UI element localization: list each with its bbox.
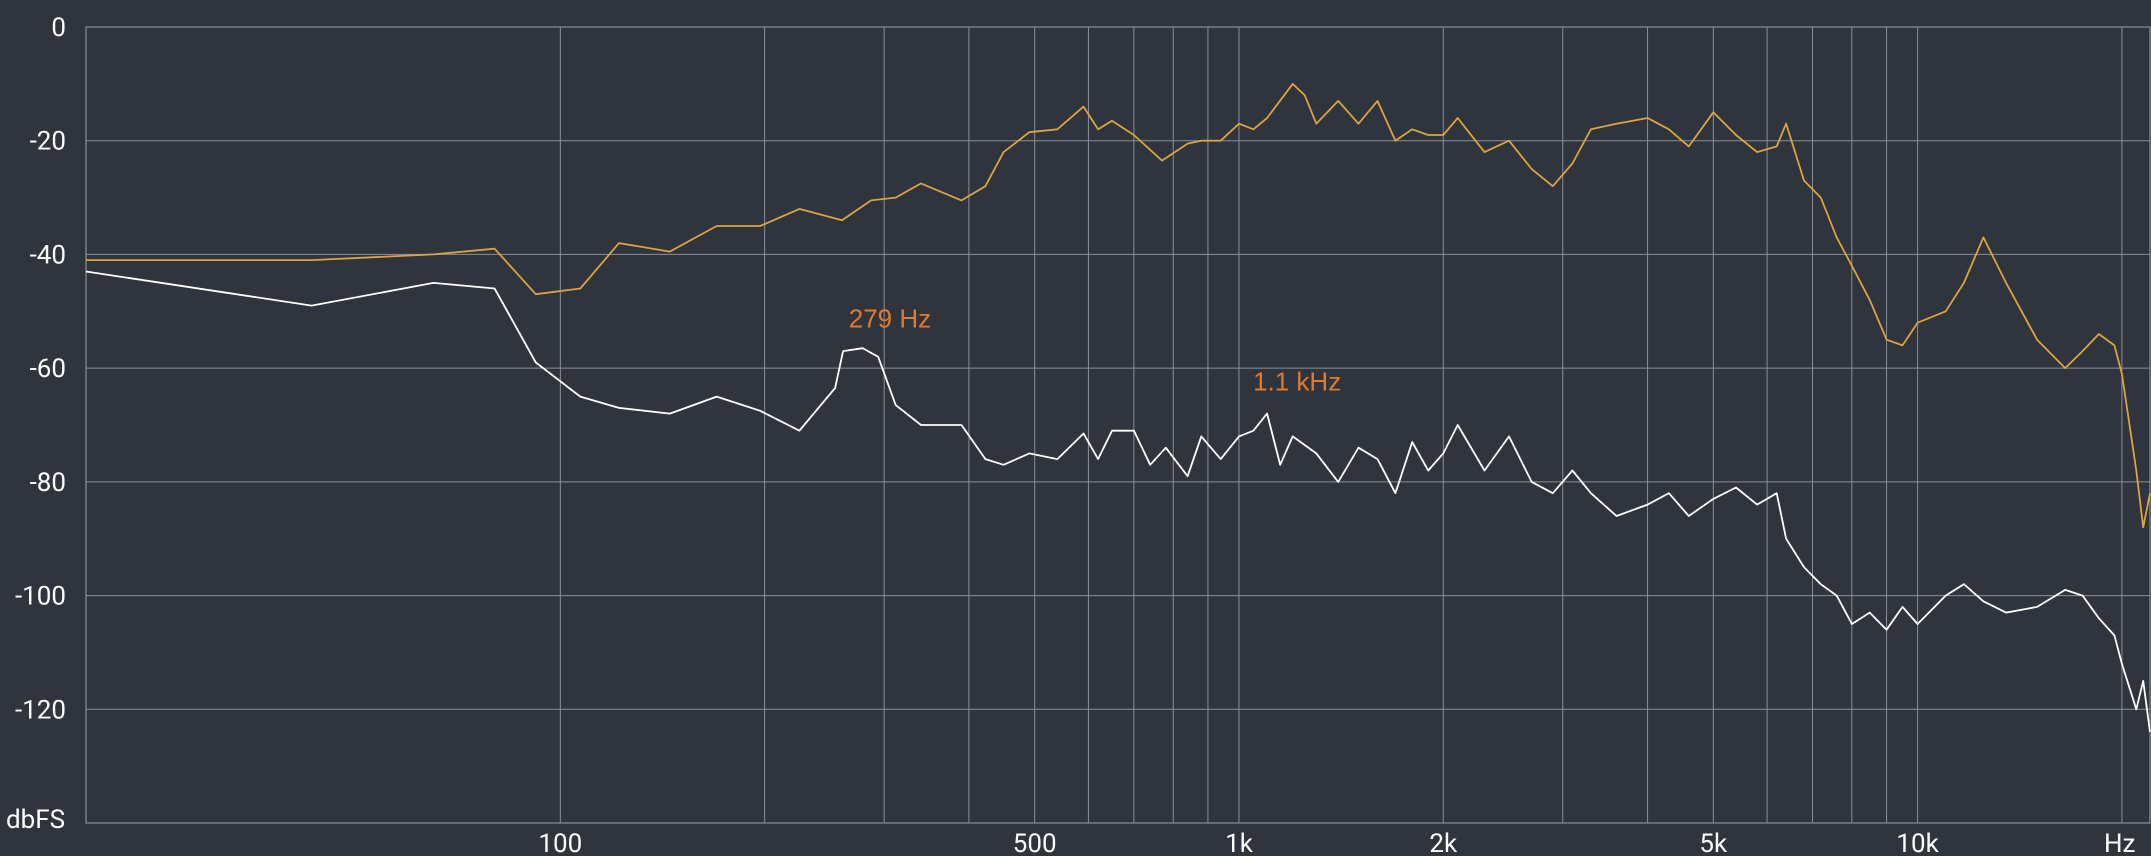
y-axis-label: dbFS <box>6 805 65 835</box>
x-tick-label: 5k <box>1699 829 1728 856</box>
x-axis-ticks: 100 500 1k 2k 5k 10k <box>538 829 1939 856</box>
x-axis-unit-label: Hz <box>2104 829 2136 856</box>
series-line-white <box>85 270 2151 733</box>
peak-annotations: 279 Hz 1.1 kHz <box>849 304 1341 397</box>
peak-label: 279 Hz <box>849 304 931 334</box>
y-axis-ticks: 0 -20 -40 -60 -80 -100 -120 <box>15 13 66 725</box>
y-tick-label: -60 <box>30 354 66 384</box>
y-tick-label: -20 <box>30 127 66 157</box>
series-lines <box>85 83 2151 733</box>
series-line-gold <box>86 83 2151 529</box>
x-tick-label: 500 <box>1013 829 1057 856</box>
x-tick-label: 10k <box>1896 829 1939 856</box>
y-tick-label: -40 <box>30 240 66 270</box>
grid-lines <box>85 26 2151 824</box>
y-tick-label: -120 <box>15 695 66 725</box>
peak-label: 1.1 kHz <box>1253 366 1341 396</box>
y-tick-label: -100 <box>15 582 66 612</box>
y-tick-label: 0 <box>51 13 66 43</box>
y-tick-label: -80 <box>30 468 66 498</box>
x-tick-label: 100 <box>538 829 582 856</box>
x-tick-label: 2k <box>1429 829 1458 856</box>
x-tick-label: 1k <box>1225 829 1254 856</box>
